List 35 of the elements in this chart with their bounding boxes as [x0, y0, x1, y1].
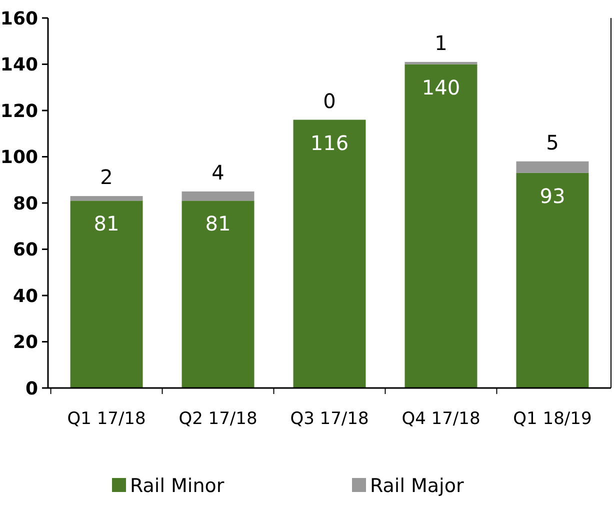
y-tick-label: 80 — [12, 193, 38, 214]
y-tick-label: 60 — [12, 240, 38, 261]
legend-label: Rail Major — [370, 475, 464, 497]
x-tick-label: Q1 18/19 — [513, 409, 592, 429]
data-label: 81 — [205, 212, 231, 236]
data-label: 81 — [94, 212, 120, 236]
legend-label: Rail Minor — [130, 475, 224, 497]
bar — [70, 200, 143, 388]
bar — [182, 191, 254, 201]
bar — [516, 161, 589, 173]
y-tick-label: 100 — [0, 147, 38, 168]
data-label: 0 — [323, 88, 336, 113]
bar — [182, 200, 254, 388]
x-tick-label: Q3 17/18 — [290, 409, 369, 429]
data-label: 116 — [310, 130, 349, 155]
bar — [404, 62, 478, 64]
y-tick-label: 0 — [25, 378, 38, 400]
bar — [293, 120, 366, 388]
y-tick-label: 20 — [12, 332, 38, 354]
bar — [70, 196, 143, 201]
bar — [516, 172, 589, 388]
data-label: 4 — [212, 160, 224, 184]
data-label: 140 — [422, 75, 460, 100]
y-tick-label: 140 — [0, 54, 38, 76]
data-label: 1 — [434, 30, 448, 55]
x-tick-label: Q2 17/18 — [178, 409, 258, 429]
y-tick-label: 160 — [0, 8, 38, 30]
x-tick-label: Q4 17/18 — [402, 409, 480, 429]
data-label: 2 — [100, 165, 113, 190]
bar — [404, 64, 478, 388]
data-label: 5 — [546, 130, 559, 154]
y-tick-label: 40 — [12, 286, 38, 307]
data-label: 93 — [540, 184, 566, 208]
x-tick-label: Q1 17/18 — [67, 409, 146, 429]
y-tick-label: 120 — [0, 100, 38, 122]
